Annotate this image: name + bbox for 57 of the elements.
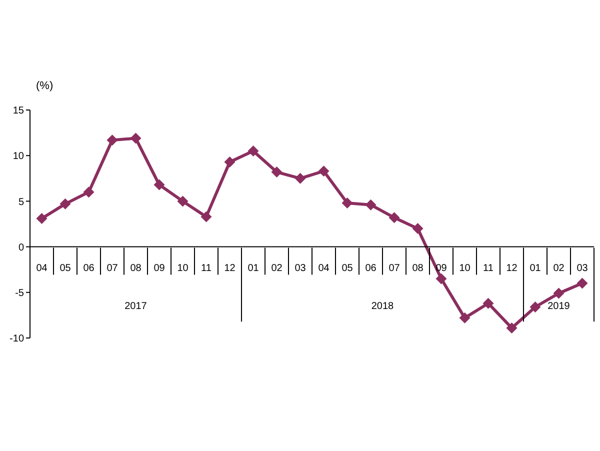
x-tick-label: 09 [154,262,166,274]
x-tick-label: 04 [36,262,48,274]
x-tick-label: 06 [365,262,377,274]
annotation: 2017 [124,300,148,312]
x-tick-label: 05 [60,262,72,274]
x-tick-label: 05 [342,262,354,274]
x-tick-label: 06 [83,262,95,274]
x-tick-label: 10 [177,262,189,274]
annotation: 2018 [371,300,394,312]
point [224,156,236,168]
point [271,166,282,178]
point [342,198,353,209]
x-tick-label: 08 [130,262,142,274]
y-tick-label: 5 [18,196,24,208]
y-tick-label: -5 [15,288,24,299]
y-tick-label: 15 [12,106,24,117]
y-axis-title: (%) [36,80,54,92]
point [154,179,165,190]
x-tick-label: 12 [506,262,518,274]
x-tick-label: 03 [576,262,588,274]
point [130,132,142,144]
point [553,288,564,299]
x-tick-label: 04 [318,262,330,274]
x-tick-label: 08 [412,262,424,274]
x-tick-label: 07 [106,262,118,274]
x-tick-label: 03 [294,262,306,274]
point [106,134,118,146]
point [294,172,306,184]
x-tick-label: 10 [459,262,471,274]
point [60,198,71,210]
point [482,298,494,309]
point [200,211,212,222]
point [36,213,48,224]
point [177,196,188,207]
point [506,322,518,334]
point [530,301,541,312]
point [576,278,588,289]
x-tick-label: 02 [553,262,565,274]
point [436,273,447,284]
y-tick-label: 10 [12,151,24,162]
x-tick-label: 01 [530,262,542,274]
x-tick-label: 12 [224,262,236,274]
y-tick-label: 0 [18,242,24,254]
x-tick-label: 11 [201,262,212,274]
point [459,312,470,324]
y-tick-label: -10 [10,334,24,345]
point [412,223,424,234]
point [248,146,259,157]
x-tick-label: 11 [483,262,494,274]
x-tick-label: 01 [248,262,260,274]
point [318,166,330,177]
point [83,186,94,198]
annotation: 2019 [548,300,570,312]
point [388,212,400,224]
point [365,199,376,210]
x-tick-label: 02 [271,262,283,274]
x-tick-label: 07 [388,262,400,274]
